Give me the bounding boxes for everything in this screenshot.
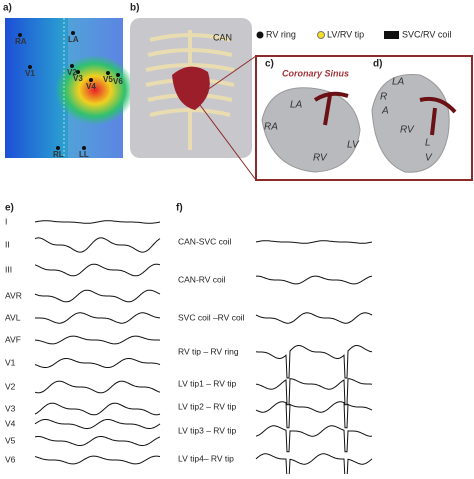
electrode-label: V1: [25, 69, 35, 78]
electrode-label: V2: [67, 68, 77, 77]
panel-label: c): [265, 59, 274, 70]
zoom-line: [199, 55, 257, 96]
electrode-label: V3: [73, 74, 83, 83]
electrode: [76, 70, 80, 74]
egm-trace: [255, 345, 373, 379]
legend-entry: RV ring: [266, 29, 296, 39]
heart-model: [261, 87, 361, 173]
structure-label: V: [425, 153, 433, 164]
coronary-sinus: [313, 91, 349, 126]
signal-label: LV tip4– RV tip: [178, 453, 234, 463]
electrode: [70, 64, 74, 68]
lead-label: AVF: [5, 334, 21, 344]
structure-label: LA: [290, 100, 303, 111]
heart: [172, 66, 210, 110]
electrode: [82, 146, 86, 150]
lead-label: II: [5, 239, 10, 249]
ecg-trace: [34, 220, 161, 224]
lead-label: I: [5, 216, 7, 226]
egm-trace: [255, 401, 373, 429]
electrode-label: LA: [68, 35, 79, 44]
lead-label: V4: [5, 418, 16, 428]
ecg-trace: [34, 358, 161, 368]
lead-label: AVR: [5, 290, 22, 300]
electrode: [89, 78, 93, 82]
legend-marker: [317, 31, 325, 39]
lead-label: AVL: [5, 312, 21, 322]
egm-trace: [255, 425, 373, 453]
electrode: [18, 33, 22, 37]
heart-model: [371, 73, 450, 173]
structure-label: LV: [347, 140, 360, 151]
legend-marker: [256, 31, 264, 39]
signal-label: SVC coil –RV coil: [178, 312, 245, 322]
structure-label: RV: [400, 125, 415, 136]
electrode: [71, 31, 75, 35]
panel-label: b): [130, 3, 139, 14]
ecg-trace: [34, 455, 161, 465]
structure-label: LA: [392, 77, 405, 88]
legend-entry: LV/RV tip: [327, 29, 364, 39]
signal-label: LV tip1 – RV tip: [178, 378, 237, 388]
can-label: CAN: [213, 32, 232, 42]
zoom-line: [199, 104, 257, 181]
egm-trace: [255, 378, 373, 406]
electrode-label: V5: [103, 75, 113, 84]
lead-label: III: [5, 264, 12, 274]
electrode: [116, 73, 120, 77]
signal-label: LV tip3 – RV tip: [178, 425, 237, 435]
cs-title: Coronary Sinus: [282, 68, 349, 78]
electrode-label: V6: [113, 77, 123, 86]
ecg-trace: [34, 237, 161, 253]
coronary-sinus: [419, 96, 457, 136]
ecg-trace: [34, 263, 161, 277]
legend-marker: [384, 31, 399, 39]
panel-label: d): [373, 59, 382, 70]
signal-label: RV tip – RV ring: [178, 346, 239, 356]
electrode-label: RL: [53, 150, 64, 159]
ecg-trace: [35, 335, 161, 345]
electrode-label: RA: [15, 37, 27, 46]
structure-label: RA: [264, 122, 278, 133]
lead-label: V5: [5, 435, 16, 445]
electrode: [56, 146, 60, 150]
panel-label: e): [5, 203, 14, 214]
zoom-box: [255, 55, 473, 181]
panel-label: f): [176, 203, 183, 214]
activation-blob: [55, 55, 135, 125]
ecg-trace: [34, 380, 161, 394]
signal-label: CAN-RV coil: [178, 274, 226, 284]
signal-label: LV tip2 – RV tip: [178, 401, 237, 411]
lead-label: V1: [5, 357, 16, 367]
ecg-trace: [34, 312, 161, 324]
egm-trace: [255, 453, 373, 479]
lead-label: V3: [5, 403, 16, 413]
structure-label: A: [381, 106, 389, 117]
structure-label: L: [425, 138, 431, 149]
structure-label: R: [380, 92, 387, 103]
signal-label: CAN-SVC coil: [178, 236, 231, 246]
legend-entry: SVC/RV coil: [402, 29, 451, 39]
ecg-trace: [34, 419, 161, 429]
electrode-label: V4: [86, 82, 96, 91]
electrode-label: LL: [79, 150, 89, 159]
ecg-trace: [34, 402, 161, 416]
structure-label: RV: [313, 153, 328, 164]
egm-trace: [255, 240, 373, 244]
ecg-trace: [34, 289, 161, 303]
egm-trace: [255, 312, 373, 324]
electrode: [106, 71, 110, 75]
electrode: [28, 65, 32, 69]
egm-trace: [255, 275, 373, 285]
panel-label: a): [3, 3, 12, 14]
lead-label: V2: [5, 381, 16, 391]
lead-label: V6: [5, 454, 16, 464]
ecg-trace: [34, 436, 161, 446]
